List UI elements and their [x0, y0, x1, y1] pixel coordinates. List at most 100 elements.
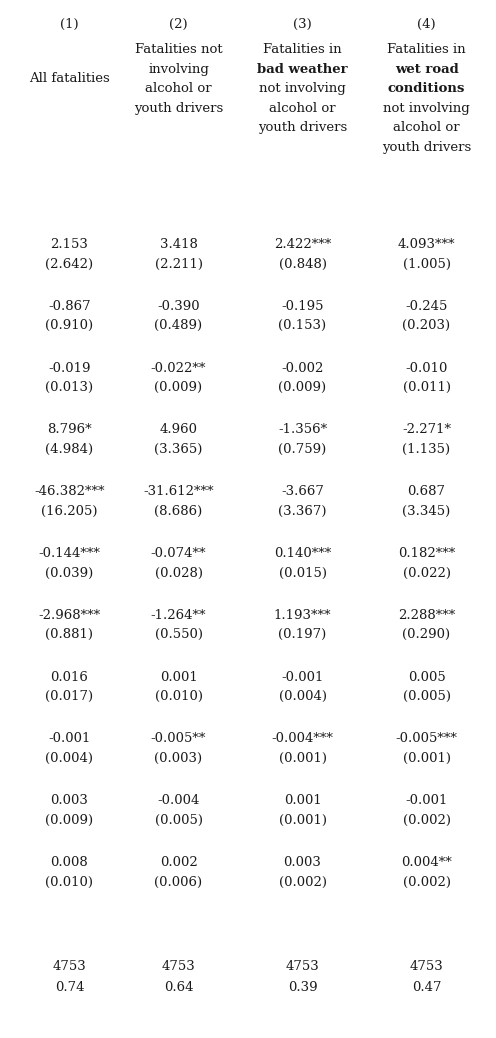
Text: (0.550): (0.550)	[155, 628, 202, 641]
Text: 2.153: 2.153	[51, 238, 88, 251]
Text: -31.612***: -31.612***	[143, 485, 214, 498]
Text: -0.001: -0.001	[48, 733, 91, 745]
Text: 0.001: 0.001	[284, 794, 321, 808]
Text: (3.365): (3.365)	[154, 443, 203, 456]
Text: 0.008: 0.008	[51, 856, 88, 869]
Text: 0.182***: 0.182***	[398, 547, 455, 559]
Text: -0.010: -0.010	[405, 361, 448, 375]
Text: 0.004**: 0.004**	[401, 856, 452, 869]
Text: (0.881): (0.881)	[46, 628, 93, 641]
Text: 0.39: 0.39	[288, 981, 317, 994]
Text: -1.356*: -1.356*	[278, 424, 327, 436]
Text: -2.968***: -2.968***	[38, 609, 101, 622]
Text: (0.197): (0.197)	[278, 628, 327, 641]
Text: not involving: not involving	[259, 82, 346, 95]
Text: (0.005): (0.005)	[403, 690, 450, 703]
Text: (0.002): (0.002)	[403, 875, 450, 889]
Text: -0.022**: -0.022**	[151, 361, 206, 375]
Text: -0.195: -0.195	[281, 300, 324, 312]
Text: alcohol or: alcohol or	[269, 102, 336, 114]
Text: (0.910): (0.910)	[45, 320, 94, 332]
Text: -0.001: -0.001	[405, 794, 448, 808]
Text: (0.010): (0.010)	[155, 690, 202, 703]
Text: (0.203): (0.203)	[402, 320, 451, 332]
Text: (0.489): (0.489)	[154, 320, 203, 332]
Text: 4753: 4753	[286, 960, 319, 973]
Text: -3.667: -3.667	[281, 485, 324, 498]
Text: (8.686): (8.686)	[154, 504, 203, 518]
Text: (0.011): (0.011)	[403, 381, 450, 394]
Text: -0.004: -0.004	[157, 794, 200, 808]
Text: -0.005***: -0.005***	[396, 733, 457, 745]
Text: 0.74: 0.74	[55, 981, 84, 994]
Text: 3.418: 3.418	[160, 238, 197, 251]
Text: (0.015): (0.015)	[279, 567, 326, 579]
Text: 2.422***: 2.422***	[274, 238, 331, 251]
Text: -0.074**: -0.074**	[151, 547, 206, 559]
Text: 1.193***: 1.193***	[274, 609, 331, 622]
Text: (0.002): (0.002)	[403, 814, 450, 826]
Text: -0.867: -0.867	[48, 300, 91, 312]
Text: (0.004): (0.004)	[279, 690, 326, 703]
Text: -0.019: -0.019	[48, 361, 91, 375]
Text: (0.009): (0.009)	[154, 381, 203, 394]
Text: (0.022): (0.022)	[403, 567, 450, 579]
Text: -0.001: -0.001	[281, 671, 324, 684]
Text: 0.140***: 0.140***	[274, 547, 331, 559]
Text: 0.64: 0.64	[164, 981, 193, 994]
Text: 4.960: 4.960	[160, 424, 197, 436]
Text: -0.005**: -0.005**	[151, 733, 206, 745]
Text: (1): (1)	[60, 18, 79, 31]
Text: wet road: wet road	[395, 62, 458, 76]
Text: youth drivers: youth drivers	[258, 121, 347, 134]
Text: (0.009): (0.009)	[278, 381, 327, 394]
Text: (1.005): (1.005)	[403, 257, 450, 271]
Text: 4.093***: 4.093***	[398, 238, 455, 251]
Text: 0.003: 0.003	[51, 794, 88, 808]
Text: Fatalities not: Fatalities not	[135, 43, 222, 56]
Text: -0.002: -0.002	[281, 361, 324, 375]
Text: 2.288***: 2.288***	[398, 609, 455, 622]
Text: (0.290): (0.290)	[402, 628, 451, 641]
Text: youth drivers: youth drivers	[134, 102, 223, 114]
Text: Fatalities in: Fatalities in	[263, 43, 342, 56]
Text: -0.004***: -0.004***	[272, 733, 333, 745]
Text: -0.144***: -0.144***	[39, 547, 100, 559]
Text: (0.001): (0.001)	[279, 814, 326, 826]
Text: (0.001): (0.001)	[403, 752, 450, 765]
Text: (2.211): (2.211)	[155, 257, 202, 271]
Text: (0.028): (0.028)	[155, 567, 202, 579]
Text: 4753: 4753	[53, 960, 86, 973]
Text: alcohol or: alcohol or	[393, 121, 460, 134]
Text: (0.759): (0.759)	[278, 443, 327, 456]
Text: (0.009): (0.009)	[45, 814, 94, 826]
Text: All fatalities: All fatalities	[29, 72, 110, 85]
Text: 0.002: 0.002	[160, 856, 197, 869]
Text: (0.001): (0.001)	[279, 752, 326, 765]
Text: 4753: 4753	[410, 960, 443, 973]
Text: (0.002): (0.002)	[279, 875, 326, 889]
Text: (1.135): (1.135)	[402, 443, 451, 456]
Text: 0.003: 0.003	[284, 856, 321, 869]
Text: (0.013): (0.013)	[45, 381, 94, 394]
Text: (0.848): (0.848)	[279, 257, 326, 271]
Text: Fatalities in: Fatalities in	[387, 43, 466, 56]
Text: (0.039): (0.039)	[45, 567, 94, 579]
Text: (4): (4)	[417, 18, 436, 31]
Text: youth drivers: youth drivers	[382, 140, 471, 154]
Text: -0.245: -0.245	[405, 300, 448, 312]
Text: 0.687: 0.687	[408, 485, 445, 498]
Text: (0.010): (0.010)	[46, 875, 93, 889]
Text: (0.153): (0.153)	[278, 320, 327, 332]
Text: 0.005: 0.005	[408, 671, 445, 684]
Text: (4.984): (4.984)	[45, 443, 94, 456]
Text: (2): (2)	[169, 18, 188, 31]
Text: (0.005): (0.005)	[155, 814, 202, 826]
Text: (0.006): (0.006)	[154, 875, 203, 889]
Text: alcohol or: alcohol or	[145, 82, 212, 95]
Text: 0.001: 0.001	[160, 671, 197, 684]
Text: involving: involving	[148, 62, 209, 76]
Text: 8.796*: 8.796*	[47, 424, 92, 436]
Text: (0.017): (0.017)	[45, 690, 94, 703]
Text: 0.016: 0.016	[51, 671, 88, 684]
